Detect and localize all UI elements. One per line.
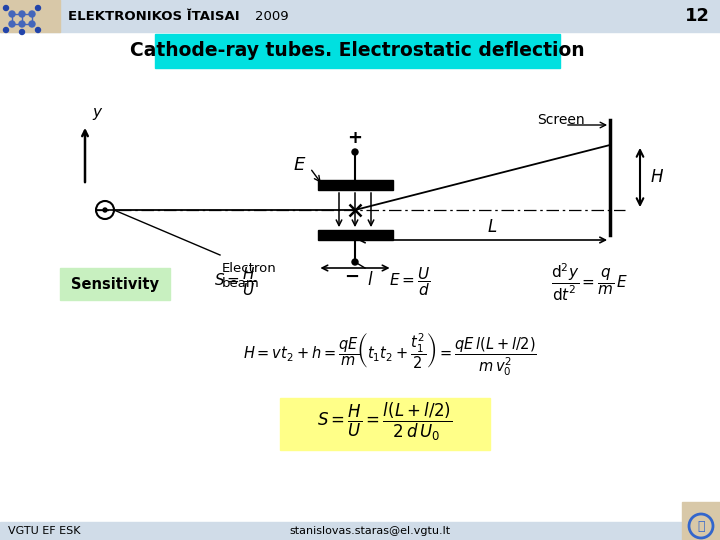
Text: VGTU EF ESK: VGTU EF ESK [8,526,81,536]
Circle shape [19,11,25,17]
Bar [682,502,720,540]
Bar [280,398,490,450]
Bar [155,34,560,68]
Circle shape [19,30,24,35]
Text: $y$: $y$ [92,106,104,122]
Bar [0,0,720,32]
Circle shape [9,21,15,27]
Circle shape [35,5,40,10]
Text: Screen: Screen [537,113,585,127]
Bar [0,522,720,540]
Text: 司: 司 [697,519,705,532]
Bar [318,230,392,240]
Text: stanislovas.staras@el.vgtu.lt: stanislovas.staras@el.vgtu.lt [289,526,451,536]
Text: $\dfrac{\mathrm{d}^2 y}{\mathrm{d} t^2} = \dfrac{q}{m}\, E$: $\dfrac{\mathrm{d}^2 y}{\mathrm{d} t^2} … [552,261,629,302]
Circle shape [9,11,15,17]
Bar [0,0,60,32]
Circle shape [352,259,358,265]
Circle shape [352,149,358,155]
Text: $H = v t_2 + h = \dfrac{qE}{m}\!\left(t_1 t_2 + \dfrac{t_1^2}{2}\right) = \dfrac: $H = v t_2 + h = \dfrac{qE}{m}\!\left(t_… [243,332,537,379]
Text: $S = \dfrac{H}{U}$: $S = \dfrac{H}{U}$ [214,266,256,299]
Circle shape [4,5,9,10]
Circle shape [29,21,35,27]
Text: 12: 12 [685,7,710,25]
Text: $E$: $E$ [293,156,307,174]
Text: Electron
beam: Electron beam [222,262,276,290]
Text: Cathode-ray tubes. Electrostatic deflection: Cathode-ray tubes. Electrostatic deflect… [130,42,585,60]
Text: 2009: 2009 [255,10,289,23]
Circle shape [35,28,40,32]
Text: $l$: $l$ [367,271,374,289]
Text: −: − [344,268,359,286]
Text: $S = \dfrac{H}{U} = \dfrac{l(L+l/2)}{2\,d\,U_0}$: $S = \dfrac{H}{U} = \dfrac{l(L+l/2)}{2\,… [318,401,453,443]
Circle shape [19,21,25,27]
Circle shape [29,11,35,17]
Text: $H$: $H$ [650,168,664,186]
Text: Sensitivity: Sensitivity [71,276,159,292]
Text: ELEKTRONIKOS ĬTAISAI: ELEKTRONIKOS ĬTAISAI [68,10,240,23]
Text: $E = \dfrac{U}{d}$: $E = \dfrac{U}{d}$ [390,266,431,299]
Text: $L$: $L$ [487,218,498,236]
Bar [60,268,170,300]
Circle shape [103,208,107,212]
Text: +: + [348,129,362,147]
Bar [318,180,392,190]
Circle shape [4,28,9,32]
